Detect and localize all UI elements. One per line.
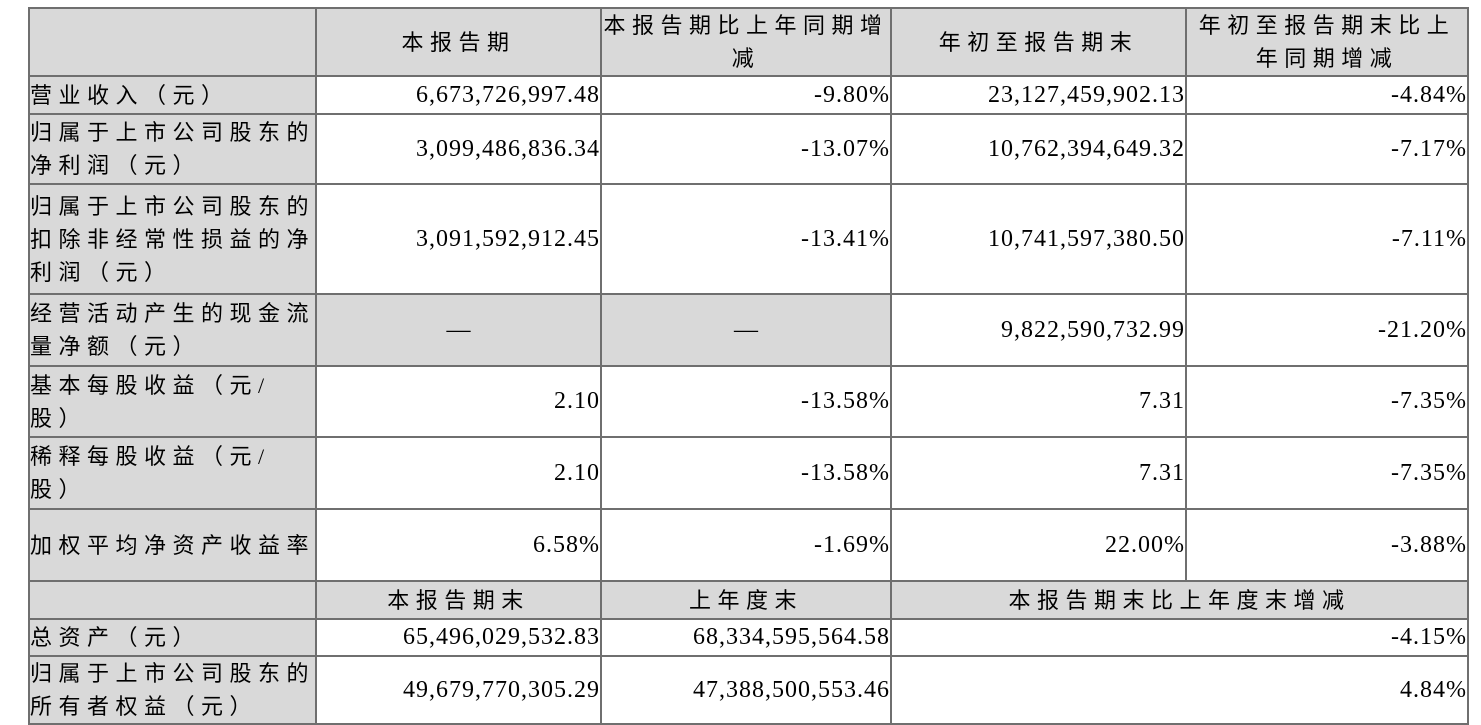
metric-label: 营业收入（元）	[28, 75, 317, 115]
value-ytd-yoy: -4.84%	[1185, 75, 1469, 115]
value-ytd-yoy: -7.11%	[1185, 183, 1469, 295]
value-current-yoy: -13.07%	[600, 113, 892, 185]
value-current: 6.58%	[315, 508, 602, 582]
metric-label: 基本每股收益（元/股）	[28, 365, 317, 438]
value-ytd: 10,741,597,380.50	[890, 183, 1187, 295]
value-ytd-yoy: -21.20%	[1185, 293, 1469, 367]
header-prior-year-end: 上年度末	[600, 580, 892, 620]
metric-label: 总资产（元）	[28, 618, 317, 657]
header-blank-cell-2	[28, 580, 317, 620]
value-ytd: 10,762,394,649.32	[890, 113, 1187, 185]
value-ytd-yoy: -7.35%	[1185, 365, 1469, 438]
value-ytd-yoy: -7.17%	[1185, 113, 1469, 185]
header-period-end: 本报告期末	[315, 580, 602, 620]
header-current-period: 本报告期	[315, 7, 602, 77]
value-ytd-yoy: -7.35%	[1185, 436, 1469, 510]
table-row-operating-cash-flow: 经营活动产生的现金流量净额（元） — — 9,822,590,732.99 -2…	[28, 293, 1469, 367]
header-current-period-yoy: 本报告期比上年同期增减	[600, 7, 892, 77]
value-current-yoy: -1.69%	[600, 508, 892, 582]
value-ytd: 23,127,459,902.13	[890, 75, 1187, 115]
table-row-weighted-roe: 加权平均净资产收益率 6.58% -1.69% 22.00% -3.88%	[28, 508, 1469, 582]
value-current: 2.10	[315, 436, 602, 510]
value-current: 2.10	[315, 365, 602, 438]
table-row-net-profit: 归属于上市公司股东的净利润（元） 3,099,486,836.34 -13.07…	[28, 113, 1469, 185]
metric-label: 归属于上市公司股东的所有者权益（元）	[28, 655, 317, 725]
table-header-row-1: 本报告期 本报告期比上年同期增减 年初至报告期末 年初至报告期末比上年同期增减	[28, 7, 1469, 77]
table-row-total-assets: 总资产（元） 65,496,029,532.83 68,334,595,564.…	[28, 618, 1469, 657]
header-blank-cell	[28, 7, 317, 77]
table-row-revenue: 营业收入（元） 6,673,726,997.48 -9.80% 23,127,4…	[28, 75, 1469, 115]
header-ytd-yoy: 年初至报告期末比上年同期增减	[1185, 7, 1469, 77]
metric-label: 经营活动产生的现金流量净额（元）	[28, 293, 317, 367]
value-current: 3,099,486,836.34	[315, 113, 602, 185]
value-change: 4.84%	[890, 655, 1469, 725]
value-period-end: 65,496,029,532.83	[315, 618, 602, 657]
table-row-basic-eps: 基本每股收益（元/股） 2.10 -13.58% 7.31 -7.35%	[28, 365, 1469, 438]
header-period-end-change: 本报告期末比上年度末增减	[890, 580, 1469, 620]
value-current-yoy: -9.80%	[600, 75, 892, 115]
value-ytd: 22.00%	[890, 508, 1187, 582]
metric-label: 归属于上市公司股东的扣除非经常性损益的净利润（元）	[28, 183, 317, 295]
value-ytd-yoy: -3.88%	[1185, 508, 1469, 582]
value-ytd: 9,822,590,732.99	[890, 293, 1187, 367]
value-prior-year-end: 68,334,595,564.58	[600, 618, 892, 657]
value-current-yoy: -13.41%	[600, 183, 892, 295]
financial-summary-table: 本报告期 本报告期比上年同期增减 年初至报告期末 年初至报告期末比上年同期增减 …	[28, 7, 1469, 725]
header-ytd: 年初至报告期末	[890, 7, 1187, 77]
value-current-yoy: -13.58%	[600, 365, 892, 438]
value-ytd: 7.31	[890, 365, 1187, 438]
value-change: -4.15%	[890, 618, 1469, 657]
table-row-equity: 归属于上市公司股东的所有者权益（元） 49,679,770,305.29 47,…	[28, 655, 1469, 725]
value-period-end: 49,679,770,305.29	[315, 655, 602, 725]
table-row-diluted-eps: 稀释每股收益（元/股） 2.10 -13.58% 7.31 -7.35%	[28, 436, 1469, 510]
value-current-yoy: -13.58%	[600, 436, 892, 510]
metric-label: 加权平均净资产收益率	[28, 508, 317, 582]
value-prior-year-end: 47,388,500,553.46	[600, 655, 892, 725]
table-row-net-profit-excl-nonrecurring: 归属于上市公司股东的扣除非经常性损益的净利润（元） 3,091,592,912.…	[28, 183, 1469, 295]
metric-label: 归属于上市公司股东的净利润（元）	[28, 113, 317, 185]
value-current: 3,091,592,912.45	[315, 183, 602, 295]
table-header-row-2: 本报告期末 上年度末 本报告期末比上年度末增减	[28, 580, 1469, 620]
value-current-dash: —	[315, 293, 602, 367]
value-current: 6,673,726,997.48	[315, 75, 602, 115]
value-current-yoy-dash: —	[600, 293, 892, 367]
metric-label: 稀释每股收益（元/股）	[28, 436, 317, 510]
value-ytd: 7.31	[890, 436, 1187, 510]
